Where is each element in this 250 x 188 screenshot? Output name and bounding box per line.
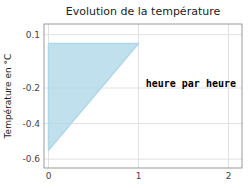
- y-tick-label: -0.2: [22, 83, 40, 93]
- annotation: heure par heure: [146, 78, 236, 89]
- x-tick-label: 2: [226, 171, 232, 181]
- plot-area: [49, 44, 139, 151]
- x-tick-label: 1: [136, 171, 142, 181]
- grid-line: [228, 24, 229, 168]
- x-tick-label: 0: [46, 171, 52, 181]
- y-axis-label: Température en °C: [3, 54, 13, 140]
- y-tick-label: -0.6: [22, 154, 40, 164]
- y-tick-label: 0.1: [26, 30, 40, 40]
- y-tick-label: -0.4: [22, 119, 40, 129]
- plot-background: [44, 24, 242, 168]
- grid-line: [44, 34, 242, 35]
- grid-line: [44, 123, 242, 124]
- chart: -0.6 -0.4 -0.2 0.1 0 1 2 heure par heure Evoluti…: [0, 0, 250, 188]
- area: [49, 44, 139, 151]
- grid-line: [44, 159, 242, 160]
- plot-frame: [44, 24, 242, 168]
- title: Evolution de la température: [66, 5, 221, 18]
- grid-line: [138, 24, 139, 168]
